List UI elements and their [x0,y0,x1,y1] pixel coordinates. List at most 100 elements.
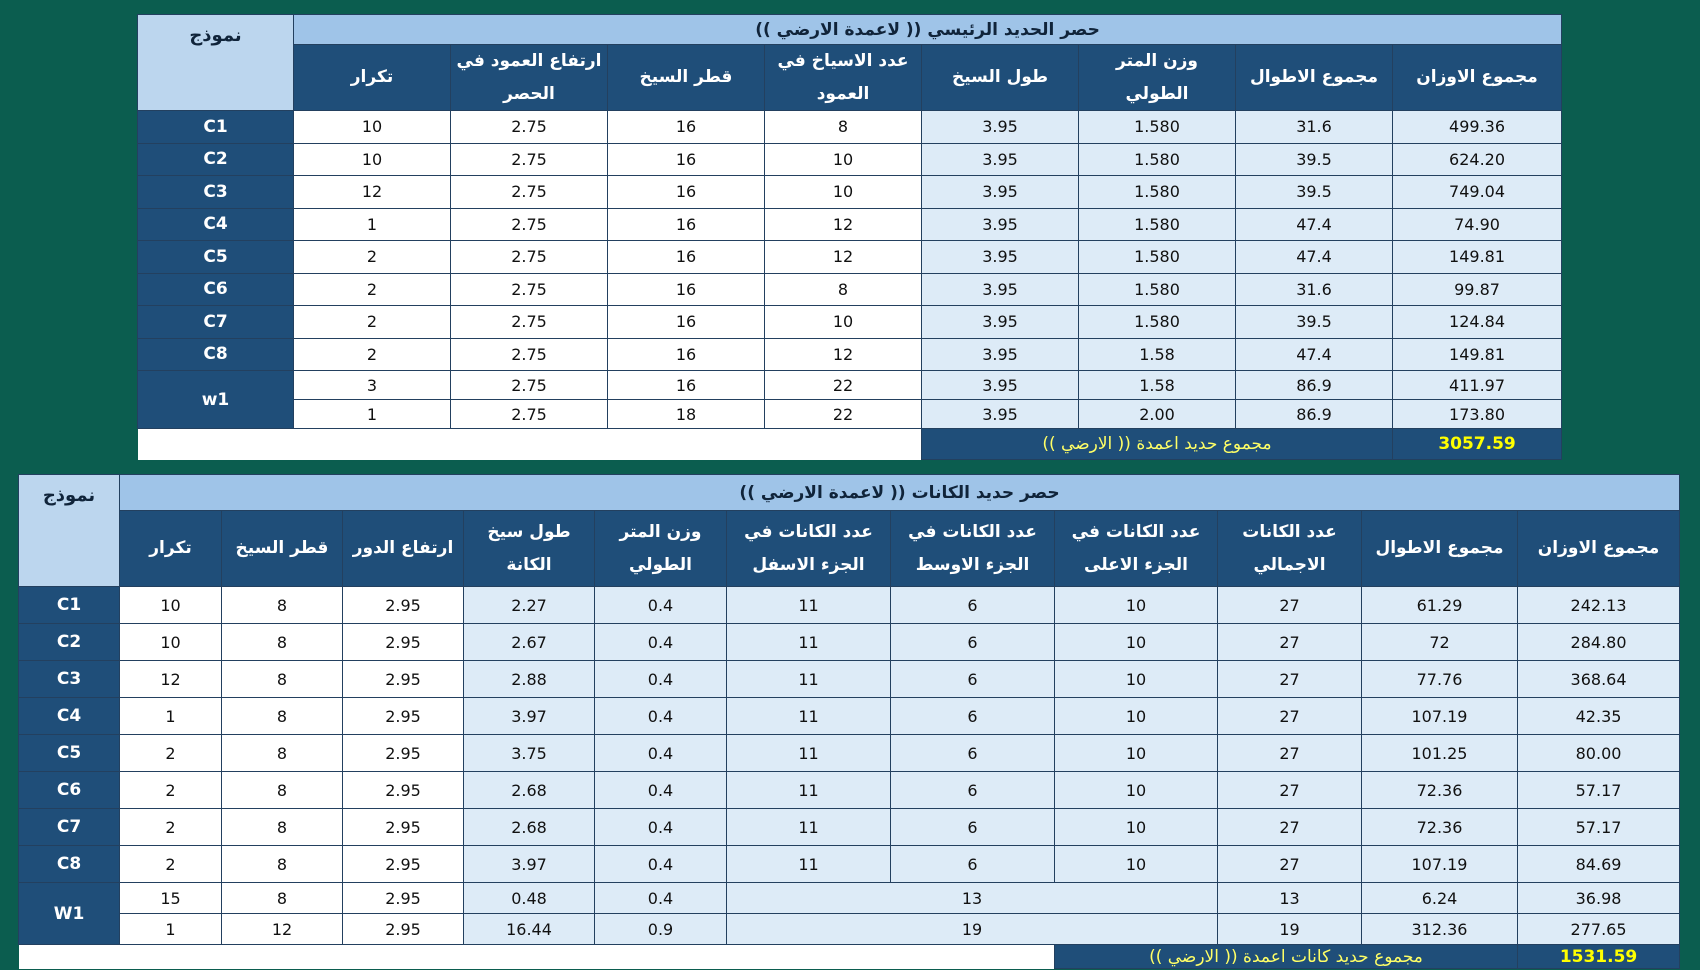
cell: 86.9 [1235,370,1393,400]
cell: 61.29 [1361,586,1518,624]
cell: 3.95 [921,272,1079,306]
cell: 10 [1054,808,1218,846]
cell: 42.35 [1516,697,1681,735]
cell: 11 [726,845,891,883]
cell: 8 [221,697,343,735]
cell: 72.36 [1361,771,1518,809]
cell: 8 [221,623,343,661]
column-header: عدد الاسياخ في العمود [764,44,922,111]
cell: 0.4 [594,697,727,735]
cell: 124.84 [1391,305,1563,339]
total-row: مجموع حديد اعمدة (( الارضي )) 3057.59 [137,428,1563,460]
cell: 31.6 [1235,110,1393,144]
cell: 284.80 [1516,623,1681,661]
cell: 11 [726,660,891,698]
total-label: مجموع حديد اعمدة (( الارضي )) [921,428,1393,460]
cell: 2.67 [463,623,595,661]
cell: 2 [293,337,451,371]
cell: 107.19 [1361,845,1518,883]
cell: 0.9 [594,913,727,945]
data-row: C5 2 2.75 16 12 3.95 1.580 47.4 149.81 [137,240,1563,274]
cell: 1.58 [1078,370,1236,400]
column-header: عدد الكانات الاجمالي [1217,510,1362,587]
cell: 6 [890,697,1055,735]
cell: 2.75 [450,305,608,339]
cell: 2 [293,305,451,339]
cell: 8 [221,734,343,772]
cell: 8 [764,110,922,144]
cell: 12 [221,913,343,945]
cell: 1.580 [1078,305,1236,339]
data-row: C7 2 2.75 16 10 3.95 1.580 39.5 124.84 [137,305,1563,339]
cell: 3.95 [921,207,1079,241]
data-row: C6 2 8 2.95 2.68 0.4 11 6 10 27 72.36 57.17 [18,771,1681,809]
data-row: 1 2.75 18 22 3.95 2.00 86.9 173.80 [138,399,1563,429]
cell: 2.88 [463,660,595,698]
cell: 27 [1217,660,1362,698]
cell: 6 [890,808,1055,846]
model-cell: C2 [18,623,120,661]
cell: 2.75 [450,207,608,241]
blank [137,428,922,460]
model-cell: C7 [137,305,294,339]
cell: 72.36 [1361,808,1518,846]
cell: 12 [119,660,222,698]
column-header: طول سيخ الكانة [463,510,595,587]
data-row: C8 2 2.75 16 12 3.95 1.58 47.4 149.81 [137,337,1563,371]
cell: 16 [607,110,765,144]
data-row: C1 10 2.75 16 8 3.95 1.580 31.6 499.36 [137,110,1563,144]
cell: 8 [221,845,343,883]
cell: 72 [1361,623,1518,661]
cell: 8 [221,771,343,809]
cell: 2.95 [342,660,464,698]
cell: 39.5 [1235,142,1393,176]
column-header: عدد الكانات في الجزء الاوسط [890,510,1055,587]
cell: 173.80 [1391,399,1563,429]
data-table: نموذج حصر حديد الكانات (( لاعمدة الارضي )… [18,474,1681,969]
column-header: قطر السيخ [607,44,765,111]
cell: 99.87 [1391,272,1563,306]
cell: 0.4 [594,882,727,914]
data-row: C4 1 8 2.95 3.97 0.4 11 6 10 27 107.19 42.35 [18,697,1681,735]
cell: 19 [726,913,1218,945]
model-cell: W1 [18,882,120,945]
cell: 10 [764,175,922,209]
cell: 16 [607,240,765,274]
model-cell: C8 [18,845,120,883]
cell: 10 [119,586,222,624]
cell: 36.98 [1516,882,1681,914]
model-cell: C6 [137,272,294,306]
cell: 57.17 [1516,771,1681,809]
cell: 2 [119,808,222,846]
cell: 12 [764,207,922,241]
cell: 749.04 [1391,175,1563,209]
table-title: حصر حديد الكانات (( لاعمدة الارضي )) [118,474,1681,511]
cell: 47.4 [1235,337,1393,371]
column-header: ارتفاع الدور [342,510,464,587]
cell: 2 [293,240,451,274]
cell: 10 [1054,586,1218,624]
cell: 80.00 [1516,734,1681,772]
model-cell: C1 [18,586,120,624]
cell: 27 [1217,697,1362,735]
column-header: تكرار [293,44,451,111]
cell: 16 [607,207,765,241]
column-header: عدد الكانات في الجزء الاعلى [1054,510,1218,587]
cell: 368.64 [1516,660,1681,698]
data-row: C2 10 2.75 16 10 3.95 1.580 39.5 624.20 [137,142,1563,176]
cell: 1.580 [1078,110,1236,144]
cell: 3.95 [921,240,1079,274]
cell: 6 [890,623,1055,661]
cell: 499.36 [1391,110,1563,144]
table-title: حصر الحديد الرئيسي (( لاعمدة الارضي )) [292,14,1563,45]
cell: 16 [607,337,765,371]
column-header: مجموع الاوزان [1391,44,1563,111]
data-row: W1 15 8 2.95 0.48 0.4 13 13 6.24 36.98 [18,882,1681,945]
column-header: مجموع الاطوال [1235,44,1393,111]
cell: 1.580 [1078,240,1236,274]
model-cell: C3 [18,660,120,698]
cell: 13 [1217,882,1362,914]
cell: 2 [119,845,222,883]
cell: 10 [293,110,451,144]
column-header: طول السيخ [921,44,1079,111]
